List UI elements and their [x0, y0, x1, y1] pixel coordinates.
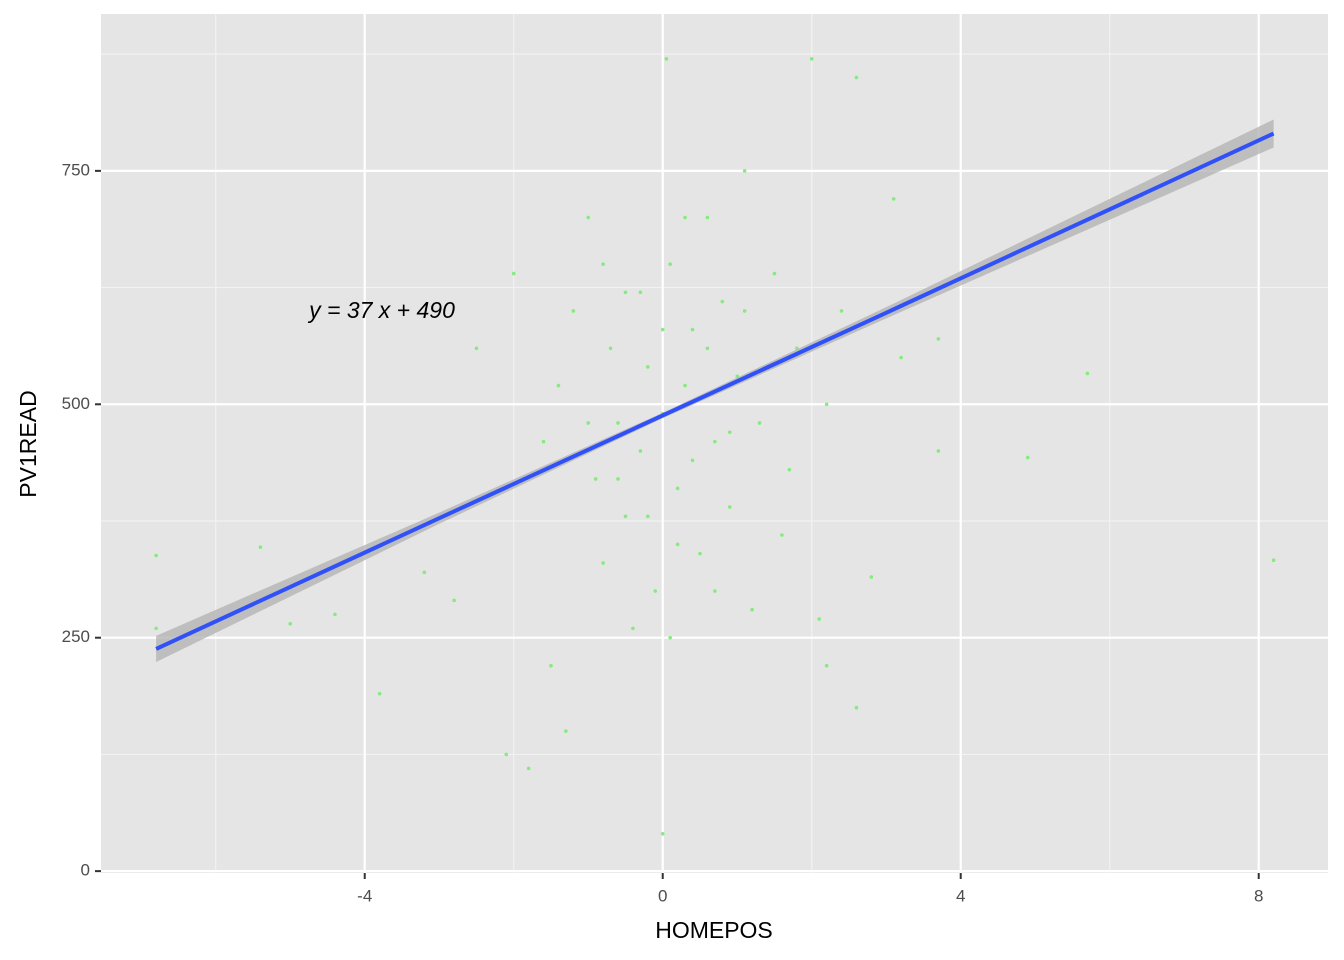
point — [593, 477, 598, 481]
point — [616, 421, 620, 425]
point — [646, 514, 650, 519]
x-tick-label: 4 — [956, 886, 965, 905]
point — [631, 626, 635, 631]
point — [653, 589, 658, 593]
point — [601, 262, 605, 267]
point — [556, 383, 561, 388]
point — [660, 831, 665, 836]
point — [549, 663, 553, 668]
point — [683, 383, 687, 388]
point — [504, 752, 509, 757]
point — [422, 570, 427, 575]
point — [660, 327, 665, 332]
point — [571, 309, 576, 313]
point — [258, 545, 263, 549]
point — [154, 626, 158, 631]
point — [564, 729, 568, 733]
point — [869, 575, 874, 579]
point — [727, 430, 732, 435]
point — [675, 486, 680, 491]
point — [333, 612, 337, 617]
point — [809, 57, 814, 61]
point — [683, 215, 687, 220]
point — [623, 290, 628, 295]
point — [899, 355, 903, 360]
point — [1085, 371, 1090, 376]
panel — [101, 14, 1328, 873]
point — [452, 598, 456, 603]
point — [705, 346, 710, 351]
point — [705, 215, 710, 220]
point — [772, 271, 777, 276]
point — [936, 449, 941, 453]
point — [1025, 455, 1030, 460]
point — [526, 766, 531, 771]
x-tick-label: 0 — [658, 886, 667, 905]
point — [817, 617, 821, 621]
regression-line — [155, 131, 1275, 651]
point — [713, 589, 717, 593]
point — [690, 327, 695, 332]
equation-annotation: y = 37 x + 490 — [307, 297, 455, 323]
point — [377, 691, 382, 696]
point — [675, 542, 680, 547]
point — [623, 514, 628, 519]
point — [664, 57, 669, 61]
point — [727, 505, 732, 509]
x-axis-title: HOMEPOS — [655, 917, 773, 943]
point — [839, 309, 844, 313]
x-tick-label: -4 — [357, 886, 372, 905]
point — [891, 197, 896, 201]
x-tick-label: 8 — [1254, 886, 1263, 905]
point — [936, 337, 941, 341]
point — [854, 705, 859, 710]
y-axis-title: PV1READ — [15, 390, 41, 497]
point — [698, 551, 702, 556]
point — [511, 271, 516, 276]
point — [668, 262, 672, 267]
point — [646, 365, 650, 369]
point — [787, 467, 792, 472]
y-tick-label: 500 — [62, 394, 90, 413]
point — [616, 477, 620, 481]
point — [601, 561, 605, 565]
point — [154, 553, 158, 558]
point — [608, 346, 613, 351]
point — [474, 346, 479, 351]
point — [638, 290, 643, 295]
y-tick-label: 0 — [81, 861, 90, 880]
point — [668, 635, 672, 640]
y-tick-label: 250 — [62, 627, 90, 646]
point — [742, 169, 747, 173]
point — [1271, 558, 1276, 563]
point — [780, 533, 784, 537]
point — [720, 299, 725, 304]
point — [750, 607, 754, 612]
point — [824, 663, 829, 668]
y-tick-label: 750 — [62, 160, 90, 179]
point — [541, 439, 546, 444]
point — [713, 439, 717, 444]
point — [824, 402, 829, 407]
point — [288, 621, 293, 626]
point — [854, 75, 859, 80]
point — [586, 421, 591, 425]
point — [757, 421, 762, 425]
point — [690, 458, 695, 463]
point — [742, 309, 747, 313]
point — [638, 449, 643, 453]
point — [586, 215, 591, 220]
